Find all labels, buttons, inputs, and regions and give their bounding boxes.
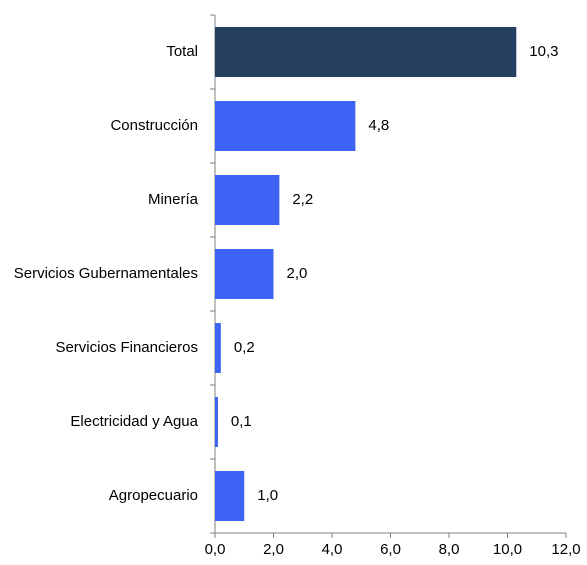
bar [215,101,356,151]
y-tick-label: Agropecuario [109,487,198,504]
bar [215,471,245,521]
y-tick-label: Electricidad y Agua [70,413,198,430]
value-label: 0,1 [231,413,252,430]
bar [215,397,218,447]
x-tick-label: 12,0 [551,541,580,558]
value-label: 4,8 [368,117,389,134]
x-tick-label: 4,0 [322,541,343,558]
x-tick-label: 0,0 [205,541,226,558]
bar [215,27,517,77]
bar [215,249,274,299]
value-label: 2,2 [292,191,313,208]
value-label: 1,0 [257,487,278,504]
bar [215,323,221,373]
x-tick-label: 2,0 [263,541,284,558]
x-tick-label: 10,0 [493,541,522,558]
x-tick-label: 8,0 [439,541,460,558]
bar [215,175,280,225]
y-tick-label: Total [166,43,198,60]
x-tick-label: 6,0 [380,541,401,558]
value-label: 10,3 [529,43,558,60]
y-tick-label: Servicios Gubernamentales [14,265,198,282]
value-label: 0,2 [234,339,255,356]
value-label: 2,0 [287,265,308,282]
y-tick-label: Servicios Financieros [55,339,198,356]
y-tick-label: Construcción [110,117,198,134]
y-tick-label: Minería [148,191,199,208]
